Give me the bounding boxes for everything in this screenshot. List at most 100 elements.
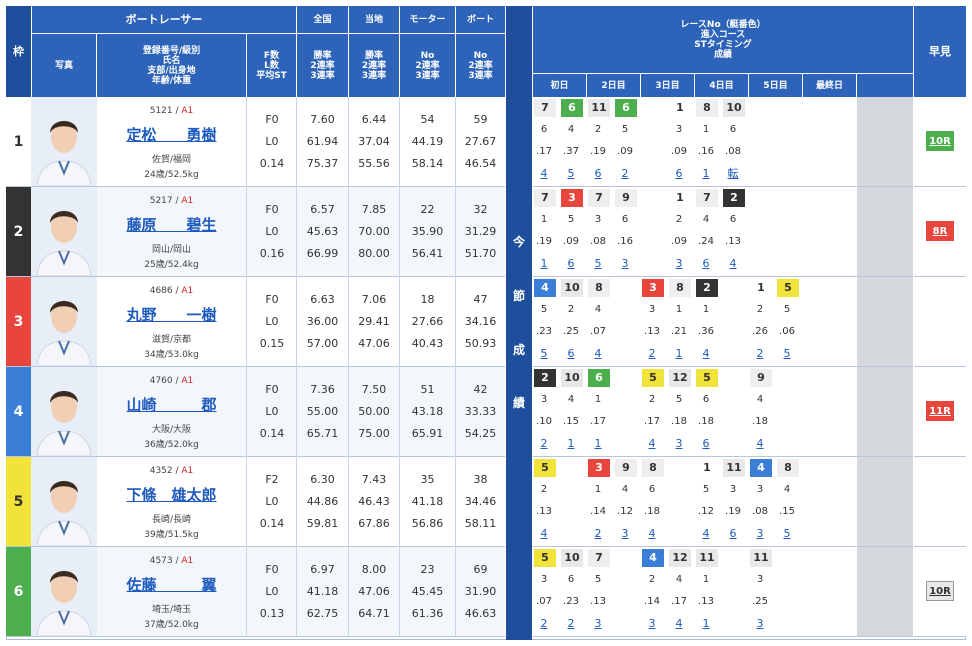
- result-link[interactable]: 2: [540, 437, 548, 450]
- result-link[interactable]: 4: [702, 527, 710, 540]
- racer-name-link[interactable]: 藤原 碧生: [126, 216, 217, 234]
- result-link[interactable]: 4: [540, 527, 548, 540]
- racer-name-link[interactable]: 下條 雄太郎: [126, 486, 217, 504]
- result-link[interactable]: 3: [621, 257, 629, 270]
- result-link[interactable]: 3: [756, 617, 764, 630]
- l-label: L数: [264, 60, 279, 71]
- result-link[interactable]: 5: [567, 167, 575, 180]
- course: 5: [783, 304, 791, 315]
- reg-number: 5121: [149, 106, 173, 116]
- hayami-race-link[interactable]: 10R: [926, 581, 954, 601]
- result-link[interactable]: 3: [621, 527, 629, 540]
- fl-f: F0: [265, 563, 279, 576]
- result-link[interactable]: 6: [729, 527, 737, 540]
- result-link[interactable]: 2: [540, 617, 548, 630]
- hayami-race-link[interactable]: 11R: [926, 401, 954, 421]
- racer-name-link[interactable]: 山崎 郡: [126, 396, 217, 414]
- waku-header: 枠: [6, 6, 31, 97]
- result-link[interactable]: 1: [675, 347, 683, 360]
- result-link[interactable]: 4: [675, 617, 683, 630]
- race-no-badge: 5: [777, 279, 799, 297]
- day-header-label: 4日目: [709, 80, 734, 91]
- result-link[interactable]: 4: [648, 437, 656, 450]
- result-link[interactable]: 転: [727, 167, 739, 180]
- result-link[interactable]: 1: [594, 437, 602, 450]
- racer-name-link[interactable]: 佐藤 翼: [126, 576, 217, 594]
- branch-origin: 長崎/長崎: [151, 515, 192, 525]
- result-link[interactable]: 4: [594, 347, 602, 360]
- result-link[interactable]: 3: [756, 527, 764, 540]
- race-no-badge: 3: [588, 459, 610, 477]
- result-link[interactable]: 1: [567, 437, 575, 450]
- fl-st: 0.13: [259, 607, 285, 620]
- result-link[interactable]: 3: [675, 437, 683, 450]
- boat-stat: 31.90: [464, 585, 497, 598]
- st-timing: .26: [752, 326, 768, 337]
- race-no-badge: 1: [750, 279, 772, 297]
- result-link[interactable]: 5: [540, 347, 548, 360]
- fl-st: 0.14: [259, 517, 285, 530]
- racer-photo: [31, 97, 97, 187]
- place2-label: 2連率: [310, 60, 335, 71]
- st-timing: .19: [590, 146, 606, 157]
- hayami-race-link[interactable]: 10R: [926, 131, 954, 151]
- result-link[interactable]: 5: [783, 347, 791, 360]
- col-sep: [296, 547, 297, 637]
- fl-l: L0: [265, 405, 279, 418]
- result-link[interactable]: 4: [729, 257, 737, 270]
- national-sub-header: 勝率 2連率 3連率: [297, 34, 348, 97]
- result-link[interactable]: 1: [540, 257, 548, 270]
- st-timing: .18: [698, 416, 714, 427]
- result-link[interactable]: 5: [594, 257, 602, 270]
- result-link[interactable]: 4: [702, 347, 710, 360]
- result-link[interactable]: 3: [675, 257, 683, 270]
- course: 6: [540, 124, 548, 135]
- result-link[interactable]: 3: [648, 617, 656, 630]
- st-timing: .25: [563, 326, 579, 337]
- race-no-badge: 9: [750, 369, 772, 387]
- racer-name-link[interactable]: 定松 勇樹: [126, 126, 217, 144]
- race-no-badge: 4: [750, 459, 772, 477]
- motor-stat: 56.86: [411, 517, 444, 530]
- result-link[interactable]: 2: [648, 347, 656, 360]
- result-link[interactable]: 6: [702, 437, 710, 450]
- hayami-race-link[interactable]: 8R: [926, 221, 954, 241]
- result-link[interactable]: 6: [567, 347, 575, 360]
- result-link[interactable]: 5: [783, 527, 791, 540]
- result-link[interactable]: 6: [567, 257, 575, 270]
- nat-stat: 57.00: [306, 337, 339, 350]
- result-link[interactable]: 2: [756, 347, 764, 360]
- motor-stat: 61.36: [411, 607, 444, 620]
- waku-number: 3: [6, 277, 31, 367]
- boat-stat: 31.29: [464, 225, 497, 238]
- result-link[interactable]: 2: [594, 527, 602, 540]
- branch-label: 支部/出身地: [147, 65, 196, 76]
- result-link[interactable]: 4: [648, 527, 656, 540]
- result-link[interactable]: 6: [594, 167, 602, 180]
- no-label: No: [420, 50, 435, 61]
- result-link[interactable]: 4: [540, 167, 548, 180]
- result-link[interactable]: 1: [702, 617, 710, 630]
- national-label: 全国: [313, 14, 332, 25]
- race-no-badge: 7: [534, 99, 556, 117]
- boat-stat: 34.46: [464, 495, 497, 508]
- race-no-badge: 3: [561, 189, 583, 207]
- loc-stat: 50.00: [358, 405, 390, 418]
- race-no-badge: 8: [696, 99, 718, 117]
- course: 3: [729, 484, 737, 495]
- result-link[interactable]: 1: [702, 167, 710, 180]
- st-timing: .13: [698, 596, 714, 607]
- race-no-badge: 3: [642, 279, 664, 297]
- loc-stat: 47.06: [358, 337, 390, 350]
- branch-origin: 滋賀/京都: [151, 335, 192, 345]
- result-link[interactable]: 6: [702, 257, 710, 270]
- st-timing: .17: [536, 146, 552, 157]
- racer-name-link[interactable]: 丸野 一樹: [126, 306, 217, 324]
- result-link[interactable]: 2: [621, 167, 629, 180]
- fl-f: F0: [265, 383, 279, 396]
- result-link[interactable]: 2: [567, 617, 575, 630]
- result-link[interactable]: 4: [756, 437, 764, 450]
- result-link[interactable]: 6: [675, 167, 683, 180]
- boat-racer-label: ボートレーサー: [125, 12, 203, 26]
- result-link[interactable]: 3: [594, 617, 602, 630]
